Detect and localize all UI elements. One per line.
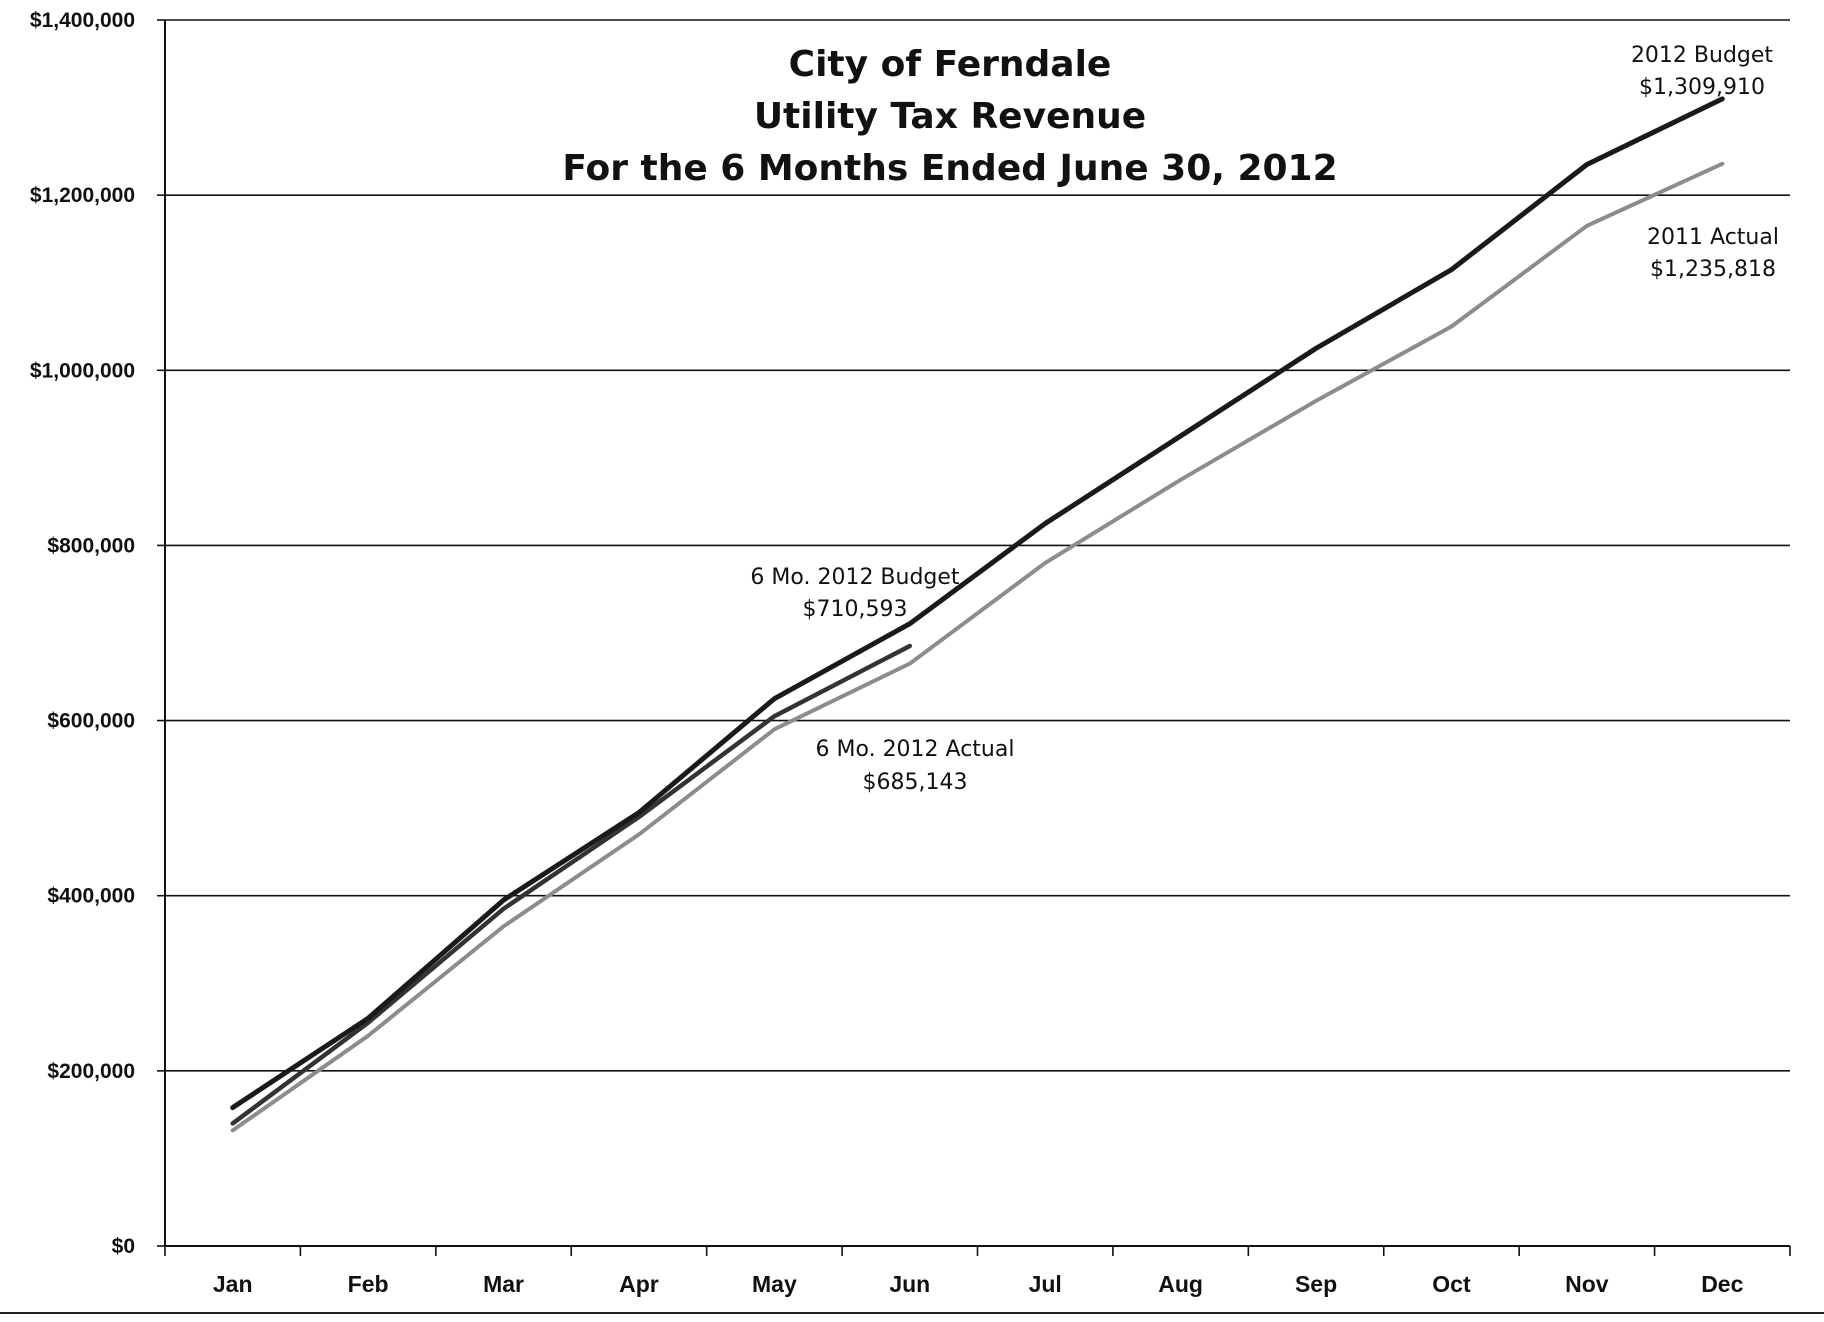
data-point-actual-2011 — [1720, 162, 1724, 166]
y-tick-label: $1,400,000 — [30, 9, 135, 32]
data-point-actual-2012 — [908, 644, 912, 648]
data-point-actual-2011 — [1043, 561, 1047, 565]
x-tick-label: Mar — [483, 1271, 524, 1297]
x-tick-label: Jun — [889, 1271, 930, 1297]
x-tick-label: Dec — [1701, 1271, 1743, 1297]
x-tick-label: Jan — [213, 1271, 253, 1297]
data-point-actual-2012 — [772, 714, 776, 718]
axis-layer: $0 $200,000 $400,000 $600,000 $800,000 $1,000… — [0, 9, 1824, 1314]
data-point-actual-2011 — [1314, 399, 1318, 403]
annotation-6mo-budget-value: $710,593 — [803, 597, 908, 622]
y-tick-label: $600,000 — [47, 710, 135, 733]
annotation-2011-actual-label: 2011 Actual — [1647, 225, 1779, 250]
data-point-budget-2012 — [1449, 268, 1453, 272]
x-tick-label: Feb — [348, 1271, 389, 1297]
x-tick-label: Apr — [619, 1271, 659, 1297]
annotation-2011-actual-value: $1,235,818 — [1650, 257, 1776, 282]
chart-title: City of Ferndale Utility Tax Revenue For… — [562, 44, 1337, 189]
series-line-budget-2012 — [230, 96, 1725, 1111]
data-point-budget-2012 — [1043, 522, 1047, 526]
x-tick-label: Oct — [1432, 1271, 1471, 1297]
grid-layer — [165, 19, 1790, 1072]
x-tick-label: Jul — [1029, 1271, 1062, 1297]
x-tick-label: Sep — [1295, 1271, 1337, 1297]
data-point-budget-2012 — [502, 898, 506, 902]
x-tick-label: Nov — [1565, 1271, 1609, 1297]
title-line-1: City of Ferndale — [789, 44, 1112, 85]
data-point-actual-2012 — [637, 815, 641, 819]
annotations: 2012 Budget $1,309,910 2011 Actual $1,23… — [750, 43, 1779, 795]
data-point-actual-2011 — [1179, 478, 1183, 482]
data-point-actual-2012 — [366, 1021, 370, 1025]
y-tick-label: $200,000 — [47, 1060, 135, 1083]
x-tick-label: May — [752, 1271, 797, 1297]
title-line-3: For the 6 Months Ended June 30, 2012 — [562, 148, 1337, 189]
y-tick-label: $0 — [112, 1235, 135, 1258]
y-tick-label: $1,200,000 — [30, 184, 135, 207]
data-point-budget-2012 — [1314, 346, 1318, 350]
data-point-budget-2012 — [772, 697, 776, 701]
data-point-budget-2012 — [637, 811, 641, 815]
data-point-actual-2011 — [502, 924, 506, 928]
data-point-actual-2011 — [908, 662, 912, 666]
data-point-budget-2012 — [1720, 97, 1724, 101]
data-point-budget-2012 — [1585, 162, 1589, 166]
x-tick-label: Aug — [1158, 1271, 1203, 1297]
data-point-actual-2011 — [637, 832, 641, 836]
data-point-budget-2012 — [366, 1016, 370, 1020]
y-tick-label: $1,000,000 — [30, 359, 135, 382]
data-point-budget-2012 — [1179, 434, 1183, 438]
title-line-2: Utility Tax Revenue — [754, 96, 1146, 137]
data-point-actual-2011 — [1585, 224, 1589, 228]
data-point-actual-2011 — [1449, 325, 1453, 328]
data-point-budget-2012 — [231, 1106, 235, 1110]
y-tick-label: $800,000 — [47, 534, 135, 557]
y-tick-label: $400,000 — [47, 885, 135, 908]
annotation-2012-budget-label: 2012 Budget — [1631, 43, 1773, 68]
data-point-budget-2012 — [908, 622, 912, 626]
data-point-actual-2012 — [231, 1121, 235, 1125]
data-point-actual-2011 — [366, 1034, 370, 1038]
data-point-actual-2011 — [231, 1128, 235, 1132]
data-point-actual-2011 — [772, 727, 776, 731]
annotation-6mo-budget-label: 6 Mo. 2012 Budget — [750, 565, 960, 590]
series-line-actual-2012 — [230, 643, 913, 1126]
data-point-actual-2012 — [502, 907, 506, 911]
annotation-6mo-actual-label: 6 Mo. 2012 Actual — [816, 737, 1015, 762]
annotation-6mo-actual-value: $685,143 — [863, 770, 968, 795]
series-line-actual-2011 — [230, 161, 1725, 1133]
series-layer — [230, 96, 1725, 1133]
annotation-2012-budget-value: $1,309,910 — [1639, 75, 1765, 100]
